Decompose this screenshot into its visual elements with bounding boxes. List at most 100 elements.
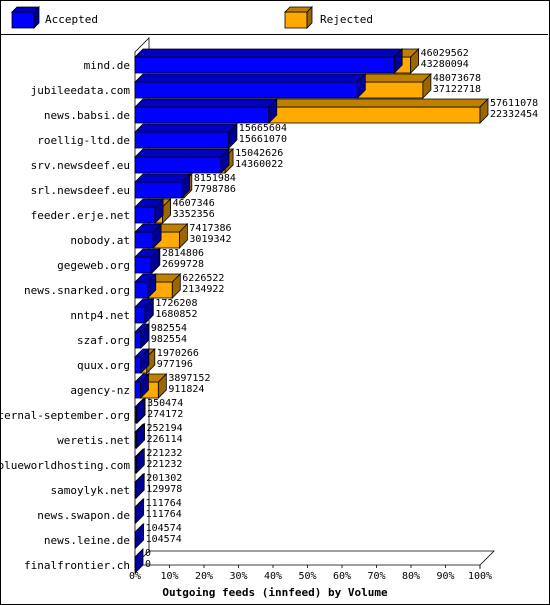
bar-accepted xyxy=(134,523,145,549)
value-label-total: 252194 xyxy=(147,423,183,434)
bar-rejected xyxy=(267,98,489,124)
bar-accepted xyxy=(134,48,404,74)
value-label-accepted: 3019342 xyxy=(189,234,231,245)
category-label: nntp4.net xyxy=(70,309,130,322)
value-label-total: 3897152 xyxy=(168,373,210,384)
value-label-accepted: 221232 xyxy=(146,459,182,470)
bar-accepted xyxy=(134,398,146,424)
bar-accepted xyxy=(134,223,163,249)
value-label-total: 104574 xyxy=(146,523,182,534)
category-label: news.babsi.de xyxy=(44,109,130,122)
value-label-accepted: 1680852 xyxy=(155,309,197,320)
value-label-accepted: 43280094 xyxy=(421,59,469,70)
value-label-accepted: 104574 xyxy=(146,534,182,545)
bar-accepted xyxy=(134,548,144,574)
bar-accepted xyxy=(134,248,161,274)
x-tick-label: 10% xyxy=(160,571,178,582)
x-tick-label: 30% xyxy=(229,571,247,582)
value-label-accepted: 0 xyxy=(145,559,151,570)
x-tick-label: 100% xyxy=(468,571,492,582)
value-label-total: 111764 xyxy=(146,498,182,509)
x-tick-label: 20% xyxy=(195,571,213,582)
category-label: weretis.net xyxy=(57,434,130,447)
bar-accepted xyxy=(134,348,150,374)
value-label-total: 1970266 xyxy=(157,348,199,359)
value-label-total: 7417386 xyxy=(189,223,231,234)
axis-floor xyxy=(135,550,495,566)
category-label: srv.newsdeef.eu xyxy=(31,159,130,172)
value-label-accepted: 22332454 xyxy=(490,109,538,120)
value-label-total: 1726208 xyxy=(155,298,197,309)
value-label-total: 15042626 xyxy=(235,148,283,159)
value-label-accepted: 3352356 xyxy=(173,209,215,220)
category-label: news.swapon.de xyxy=(37,509,130,522)
value-label-total: 6226522 xyxy=(182,273,224,284)
value-label-total: 8151984 xyxy=(194,173,236,184)
category-label: szaf.org xyxy=(77,334,130,347)
value-label-total: 4607346 xyxy=(173,198,215,209)
category-label: finalfrontier.ch xyxy=(24,559,130,572)
value-label-total: 201302 xyxy=(146,473,182,484)
bar-accepted xyxy=(134,273,157,299)
bar-accepted xyxy=(134,198,165,224)
value-label-accepted: 2134922 xyxy=(182,284,224,295)
bar-rejected xyxy=(152,223,189,249)
bar-rejected xyxy=(356,73,432,99)
category-label: jubileedata.com xyxy=(31,84,131,97)
value-label-accepted: 14360022 xyxy=(235,159,283,170)
value-label-accepted: 911824 xyxy=(168,384,204,395)
category-label: agency-nz xyxy=(70,384,130,397)
value-label-total: 57611078 xyxy=(490,98,538,109)
bar-accepted xyxy=(134,448,146,474)
bar-accepted xyxy=(134,473,145,499)
value-label-accepted: 7798786 xyxy=(194,184,236,195)
bar-accepted xyxy=(134,73,367,99)
legend-label-accepted: Accepted xyxy=(45,13,98,26)
legend: Accepted Rejected xyxy=(0,0,548,35)
legend-swatch-rejected xyxy=(284,6,313,29)
category-label: news.snarked.org xyxy=(24,284,130,297)
category-label: feeder.erje.net xyxy=(31,209,130,222)
value-label-accepted: 15661070 xyxy=(239,134,287,145)
value-label-total: 982554 xyxy=(151,323,187,334)
value-label-total: 221232 xyxy=(146,448,182,459)
value-label-accepted: 226114 xyxy=(147,434,183,445)
category-label: blueworldhosting.com xyxy=(0,459,130,472)
legend-label-rejected: Rejected xyxy=(320,13,373,26)
bar-accepted xyxy=(134,123,238,149)
legend-swatch-accepted xyxy=(11,6,40,29)
category-label: nobody.at xyxy=(70,234,130,247)
value-label-accepted: 37122718 xyxy=(433,84,481,95)
value-label-total: 15665604 xyxy=(239,123,287,134)
value-label-accepted: 274172 xyxy=(147,409,183,420)
bar-accepted xyxy=(134,98,278,124)
x-axis-title: Outgoing feeds (innfeed) by Volume xyxy=(162,586,388,599)
category-label: quux.org xyxy=(77,359,130,372)
category-label: samoylyk.net xyxy=(51,484,130,497)
x-tick-label: 50% xyxy=(298,571,316,582)
x-tick-label: 80% xyxy=(402,571,420,582)
value-label-total: 46029562 xyxy=(421,48,469,59)
value-label-accepted: 111764 xyxy=(146,509,182,520)
x-tick-label: 60% xyxy=(333,571,351,582)
category-label: roellig-ltd.de xyxy=(37,134,130,147)
category-label: news.leine.de xyxy=(44,534,130,547)
x-tick-label: 90% xyxy=(436,571,454,582)
value-label-total: 2814806 xyxy=(162,248,204,259)
x-tick-label: 40% xyxy=(264,571,282,582)
value-label-accepted: 977196 xyxy=(157,359,193,370)
bar-accepted xyxy=(134,423,146,449)
value-label-accepted: 2699728 xyxy=(162,259,204,270)
bar-accepted xyxy=(134,498,145,524)
bar-accepted xyxy=(134,173,191,199)
value-label-total: 0 xyxy=(145,548,151,559)
value-label-total: 350474 xyxy=(147,398,183,409)
category-label: gegeweb.org xyxy=(57,259,130,272)
bar-accepted xyxy=(134,373,150,399)
bar-accepted xyxy=(134,298,155,324)
value-label-accepted: 982554 xyxy=(151,334,187,345)
category-label: srl.newsdeef.eu xyxy=(31,184,130,197)
bar-accepted xyxy=(134,323,150,349)
x-tick-label: 0% xyxy=(129,571,141,582)
